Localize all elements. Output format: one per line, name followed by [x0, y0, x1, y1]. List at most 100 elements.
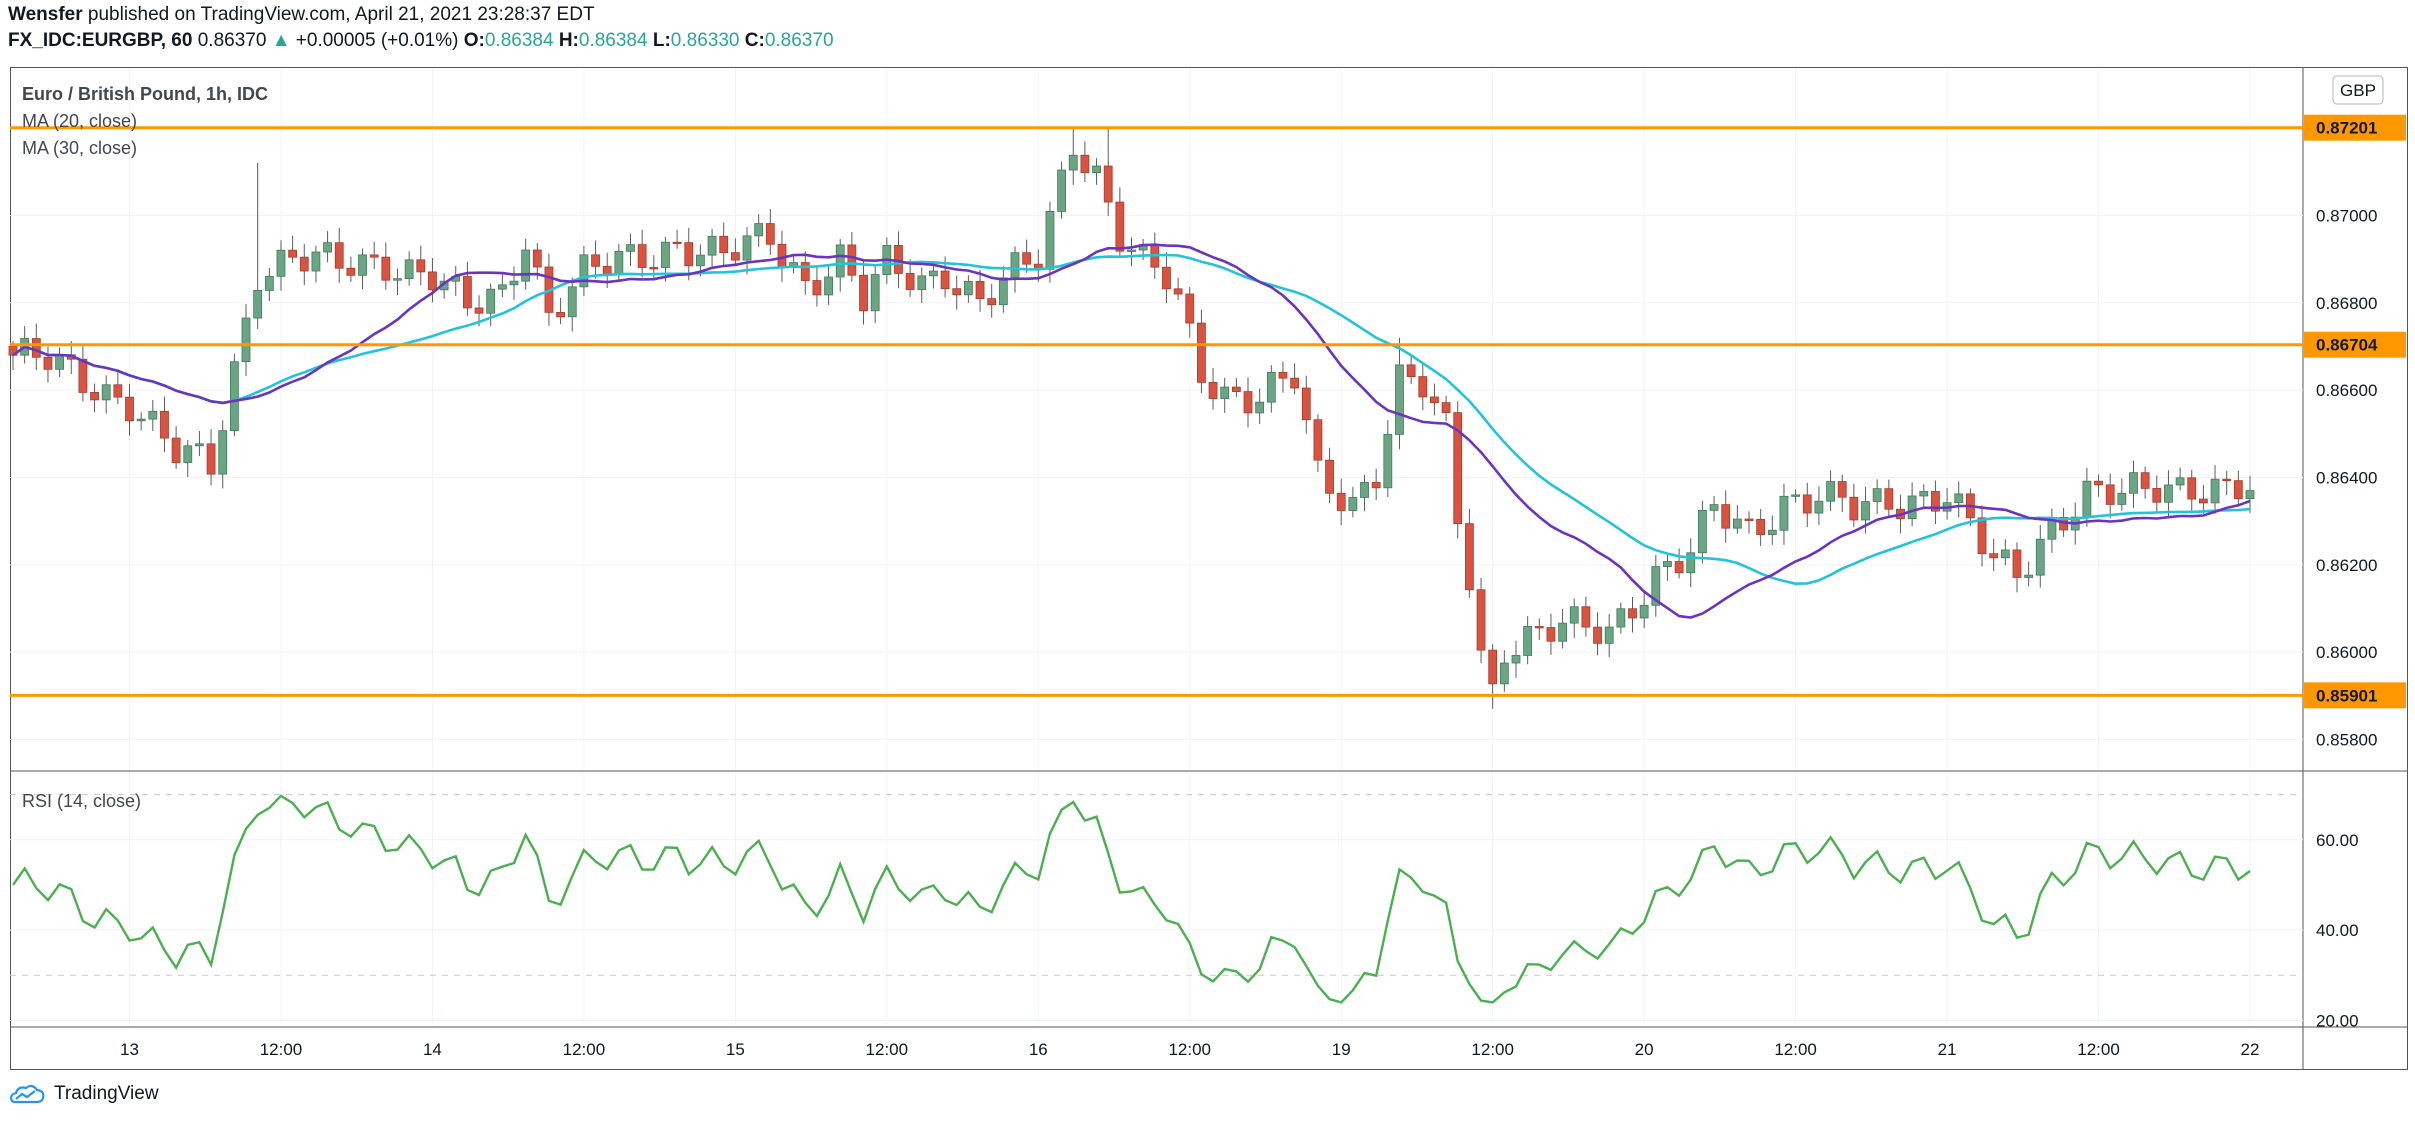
ma30-legend: MA (30, close) — [22, 138, 137, 158]
candle-body — [1872, 488, 1882, 502]
candle-body — [1884, 488, 1894, 510]
candle-body — [1173, 288, 1183, 295]
x-tick-label: 14 — [423, 1040, 442, 1059]
tradingview-footer[interactable]: TradingView — [8, 1083, 159, 1105]
candle-body — [148, 410, 158, 420]
x-tick-label: 12:00 — [1471, 1040, 1514, 1059]
candle-body — [1837, 481, 1847, 498]
candle-body — [1744, 518, 1754, 521]
candle-body — [672, 241, 682, 245]
candle-body — [1406, 364, 1416, 377]
candle-body — [1348, 497, 1358, 511]
close-value: 0.86370 — [764, 30, 834, 51]
high-value: 0.86384 — [578, 30, 648, 51]
candle-body — [2175, 477, 2185, 486]
candle-body — [1709, 504, 1719, 511]
candle-body — [777, 243, 787, 268]
candle-body — [509, 280, 519, 286]
x-tick-label: 12:00 — [2077, 1040, 2120, 1059]
candle-body — [1325, 459, 1334, 494]
candle-body — [1476, 589, 1486, 651]
candle-body — [404, 259, 414, 280]
candle-body — [1127, 249, 1136, 252]
author-name[interactable]: Wensfer — [8, 4, 83, 25]
candle-body — [78, 358, 88, 393]
candle-body — [381, 256, 391, 281]
candle-body — [369, 254, 379, 258]
candle-body — [2105, 484, 2115, 505]
candle-body — [1628, 608, 1637, 619]
candle-body — [765, 223, 775, 245]
candle-body — [649, 267, 659, 270]
candle-body — [2024, 574, 2034, 578]
candle-body — [707, 235, 717, 256]
candle-body — [2187, 477, 2197, 500]
candle-body — [1849, 496, 1859, 521]
candle-body — [1360, 482, 1369, 498]
candle-body — [1663, 561, 1672, 567]
candle-body — [567, 286, 577, 318]
ma20-legend: MA (20, close) — [22, 111, 137, 131]
candle-body — [2245, 490, 2255, 500]
candle-body — [2012, 549, 2022, 578]
candle-body — [1756, 519, 1766, 535]
candle-body — [1185, 293, 1195, 324]
candle-body — [1651, 566, 1661, 606]
candle-body — [1103, 165, 1113, 203]
candle-body — [358, 254, 367, 276]
x-tick-label: 12:00 — [260, 1040, 303, 1059]
candle-body — [1197, 322, 1206, 383]
candle-body — [416, 259, 426, 273]
candle-body — [1010, 252, 1020, 279]
candle-body — [1243, 391, 1253, 414]
candle-body — [1395, 364, 1404, 435]
candle-body — [1208, 381, 1218, 399]
candle-body — [730, 252, 740, 261]
x-tick-label: 13 — [120, 1040, 139, 1059]
ma20-line — [12, 243, 2251, 619]
candle-body — [894, 244, 903, 274]
candle-body — [870, 274, 880, 312]
candle-body — [1534, 626, 1544, 629]
rsi-legend: RSI (14, close) — [22, 791, 141, 811]
candle-body — [859, 274, 868, 312]
candle-body — [847, 244, 857, 276]
candle-body — [183, 445, 193, 463]
candle-body — [1231, 386, 1241, 393]
chart-frame — [10, 67, 2408, 1070]
candle-body — [1767, 529, 1777, 535]
candle-body — [241, 317, 251, 363]
candle-body — [742, 235, 752, 261]
candle-body — [1861, 501, 1870, 521]
candle-body — [1255, 401, 1265, 414]
candle-body — [1826, 481, 1835, 502]
open-label: O: — [463, 30, 485, 51]
candle-body — [1919, 491, 1929, 497]
rsi-line — [12, 794, 2251, 1004]
candle-body — [905, 273, 915, 290]
candle-body — [835, 244, 845, 278]
candle-body — [486, 288, 496, 314]
candle-body — [614, 250, 624, 275]
candle-body — [987, 298, 997, 306]
candle-body — [1546, 627, 1556, 642]
candle-body — [474, 307, 484, 314]
candle-body — [1581, 606, 1591, 628]
candle-body — [637, 244, 647, 268]
candle-body — [1721, 504, 1731, 529]
candle-body — [125, 396, 134, 422]
candle-body — [1989, 553, 1999, 559]
level-price-label: 0.85901 — [2316, 686, 2377, 705]
candle-body — [602, 265, 612, 275]
candle-body — [101, 384, 111, 401]
x-tick-label: 12:00 — [563, 1040, 606, 1059]
symbol-line: FX_IDC:EURGBP, 60 0.86370 ▲ +0.00005 (+0… — [8, 30, 834, 52]
candle-body — [264, 275, 274, 291]
candle-body — [1464, 523, 1474, 591]
price-tick-label: 0.87000 — [2316, 206, 2377, 225]
candles-group — [8, 128, 2255, 709]
price-tick-label: 0.86800 — [2316, 294, 2377, 313]
candle-body — [2233, 480, 2243, 500]
candle-body — [1301, 387, 1311, 421]
